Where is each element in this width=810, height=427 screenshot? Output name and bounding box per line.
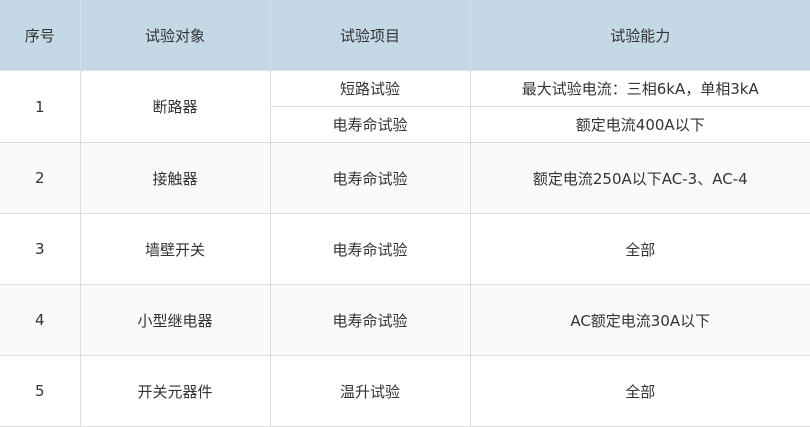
cell-no: 2	[0, 142, 81, 214]
cell-capability: 额定电流400A以下	[469, 106, 810, 143]
header-no: 序号	[0, 0, 81, 71]
table-row: 3 墙壁开关 电寿命试验 全部	[0, 213, 810, 285]
table-header-row: 序号 试验对象 试验项目 试验能力	[0, 0, 810, 71]
cell-capability: AC额定电流30A以下	[469, 284, 810, 356]
cell-no: 4	[0, 284, 81, 356]
cell-capability: 全部	[469, 213, 810, 285]
header-capability: 试验能力	[469, 0, 810, 71]
cell-no: 1	[0, 70, 81, 143]
header-object: 试验对象	[79, 0, 271, 71]
cell-item: 电寿命试验	[269, 284, 471, 356]
table-row: 4 小型继电器 电寿命试验 AC额定电流30A以下	[0, 284, 810, 356]
cell-item: 电寿命试验	[269, 213, 471, 285]
table-row: 5 开关元器件 温升试验 全部	[0, 355, 810, 427]
cell-object: 小型继电器	[79, 284, 271, 356]
cell-object: 墙壁开关	[79, 213, 271, 285]
header-item: 试验项目	[269, 0, 471, 71]
cell-item: 电寿命试验	[270, 106, 471, 143]
cell-item: 温升试验	[269, 355, 471, 427]
cell-item: 短路试验	[269, 70, 471, 107]
cell-object: 接触器	[79, 142, 271, 214]
cell-object: 开关元器件	[79, 355, 271, 427]
cell-capability: 额定电流250A以下AC-3、AC-4	[469, 142, 810, 214]
cell-capability: 最大试验电流：三相6kA，单相3kA	[469, 70, 810, 107]
cell-no: 3	[0, 213, 81, 285]
cell-no: 5	[0, 355, 81, 427]
table-row: 2 接触器 电寿命试验 额定电流250A以下AC-3、AC-4	[0, 142, 810, 214]
cell-object: 断路器	[79, 70, 271, 143]
cell-item: 电寿命试验	[269, 142, 471, 214]
cell-capability: 全部	[469, 355, 810, 427]
table-subrow: 电寿命试验 额定电流400A以下	[0, 106, 810, 143]
table-row: 1 断路器 短路试验 最大试验电流：三相6kA，单相3kA	[0, 70, 810, 143]
